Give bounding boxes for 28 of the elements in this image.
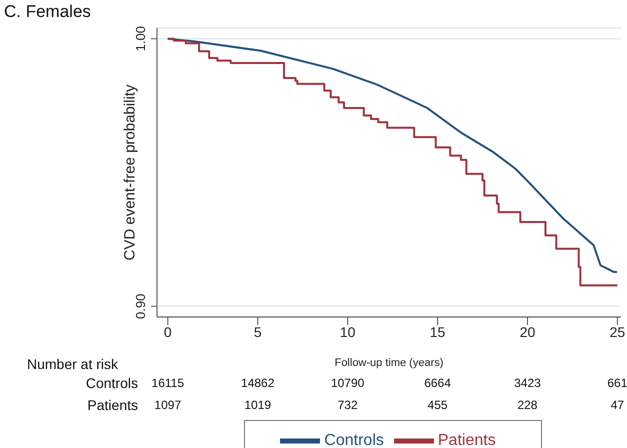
legend-label: Controls <box>324 432 384 448</box>
text: Controls <box>86 375 138 391</box>
text: 1097 <box>153 398 182 412</box>
x-axis-title: Follow-up time (years) <box>334 357 444 369</box>
text: 3423 <box>513 376 542 390</box>
y-tick-label: 0.90 <box>133 294 148 319</box>
y-tick-label: 1.00 <box>133 26 148 52</box>
text: Patients <box>87 397 138 413</box>
x-tick-label: 20 <box>520 324 536 340</box>
x-tick-label: 0 <box>164 324 172 340</box>
text: 455 <box>426 398 449 412</box>
x-tick-label: 15 <box>430 324 446 340</box>
text: Number at risk <box>27 356 118 372</box>
text: 47 <box>610 398 626 412</box>
text: 14862 <box>240 376 276 390</box>
x-tick-label: 10 <box>340 324 356 340</box>
text: 732 <box>336 398 359 412</box>
text: 661 <box>606 376 627 390</box>
chart-title: C. Females <box>4 2 91 22</box>
text: 228 <box>516 398 538 412</box>
legend-label: Patients <box>438 432 496 448</box>
text: 16115 <box>150 376 186 390</box>
text: 6664 <box>423 376 452 390</box>
text: 10790 <box>330 376 366 390</box>
text: 1019 <box>243 398 272 412</box>
y-axis-title: CVD event-free probability <box>121 84 138 260</box>
x-tick-label: 25 <box>610 324 626 340</box>
x-tick-label: 5 <box>254 324 262 340</box>
